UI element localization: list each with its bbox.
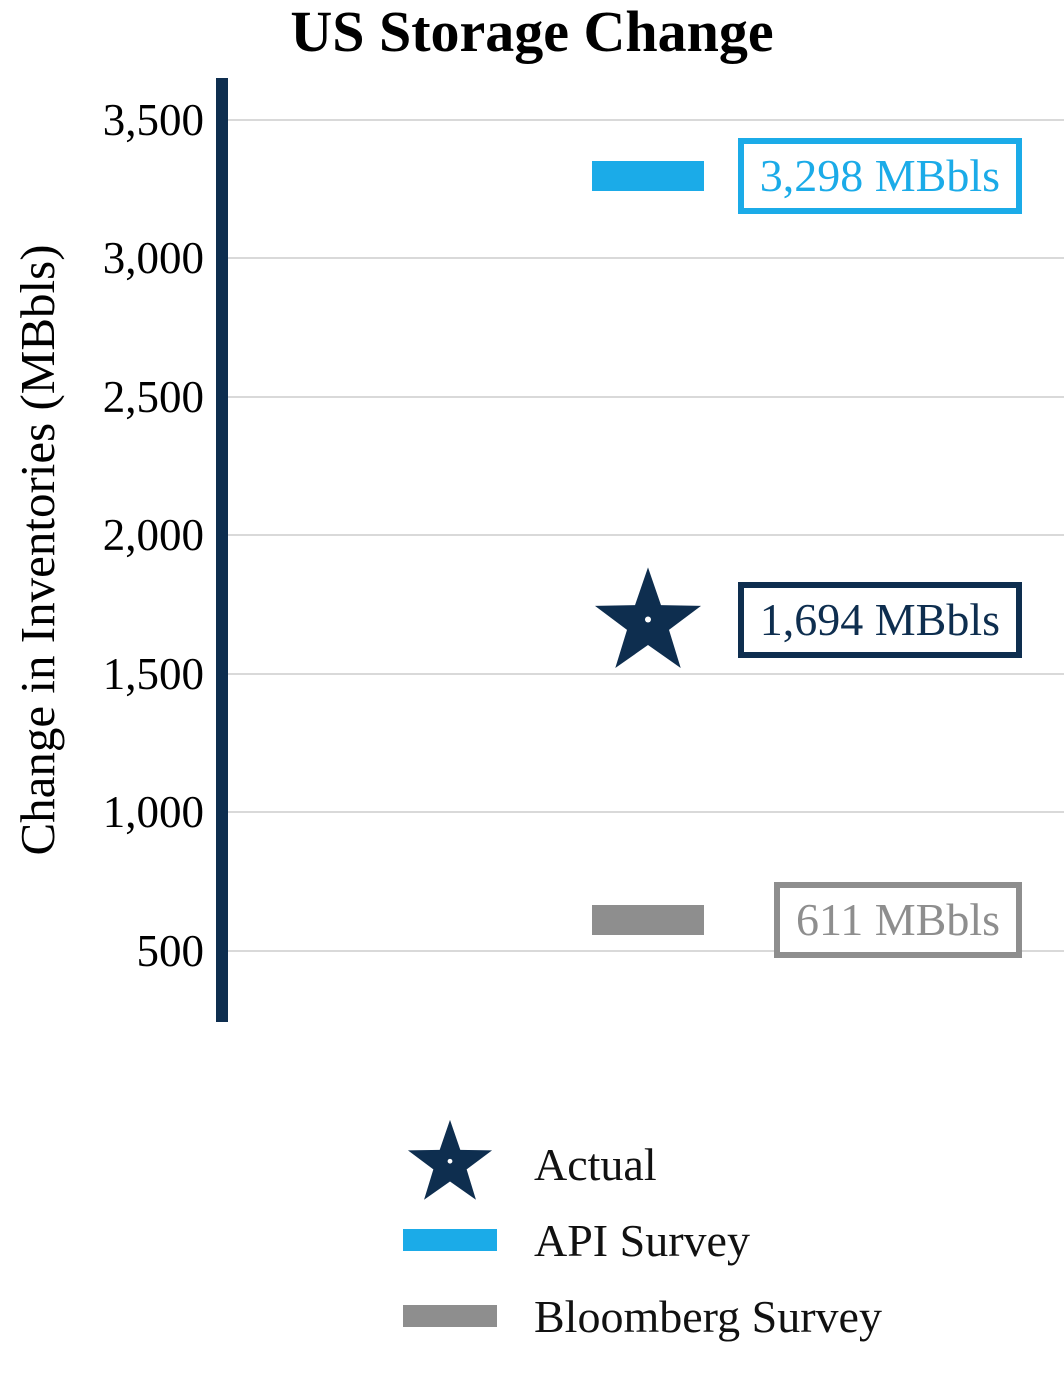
legend-item-actual: Actual [398, 1119, 882, 1202]
annotation-api-survey: 3,298 MBbls [737, 137, 1022, 214]
gridline [228, 672, 1064, 675]
star-icon [398, 1118, 502, 1210]
legend-label: API Survey [534, 1214, 750, 1266]
gridline [228, 949, 1064, 952]
gridline [228, 811, 1064, 814]
legend-item-bloomberg-survey: Bloomberg Survey [398, 1278, 882, 1354]
y-axis-line [216, 78, 228, 1022]
gridline [228, 534, 1064, 537]
marker-api-survey [592, 160, 704, 191]
bar-swatch [403, 1229, 497, 1251]
gridline [228, 395, 1064, 398]
marker-bloomberg-survey [592, 904, 704, 935]
bar-swatch-icon [398, 1229, 502, 1251]
y-tick-label: 3,000 [102, 233, 204, 284]
bar-swatch-icon [398, 1305, 502, 1327]
annotation-bloomberg-survey: 611 MBbls [773, 881, 1022, 958]
legend: Actual API Survey Bloomberg Survey [398, 1119, 882, 1354]
legend-item-api-survey: API Survey [398, 1202, 882, 1278]
y-tick-label: 2,500 [102, 371, 204, 422]
y-tick-label: 2,000 [102, 510, 204, 561]
y-tick-label: 500 [136, 925, 205, 976]
y-tick-label: 1,000 [102, 787, 204, 838]
gridline [228, 118, 1064, 121]
legend-label: Bloomberg Survey [534, 1290, 882, 1342]
y-tick-label: 1,500 [102, 648, 204, 699]
chart-title: US Storage Change [290, 0, 774, 64]
marker-actual [590, 565, 706, 681]
gridline [228, 257, 1064, 260]
y-tick-label: 3,500 [102, 94, 204, 145]
legend-label: Actual [534, 1138, 657, 1190]
bar-swatch [403, 1305, 497, 1327]
plot-area [228, 78, 1064, 1020]
annotation-actual: 1,694 MBbls [737, 581, 1022, 658]
